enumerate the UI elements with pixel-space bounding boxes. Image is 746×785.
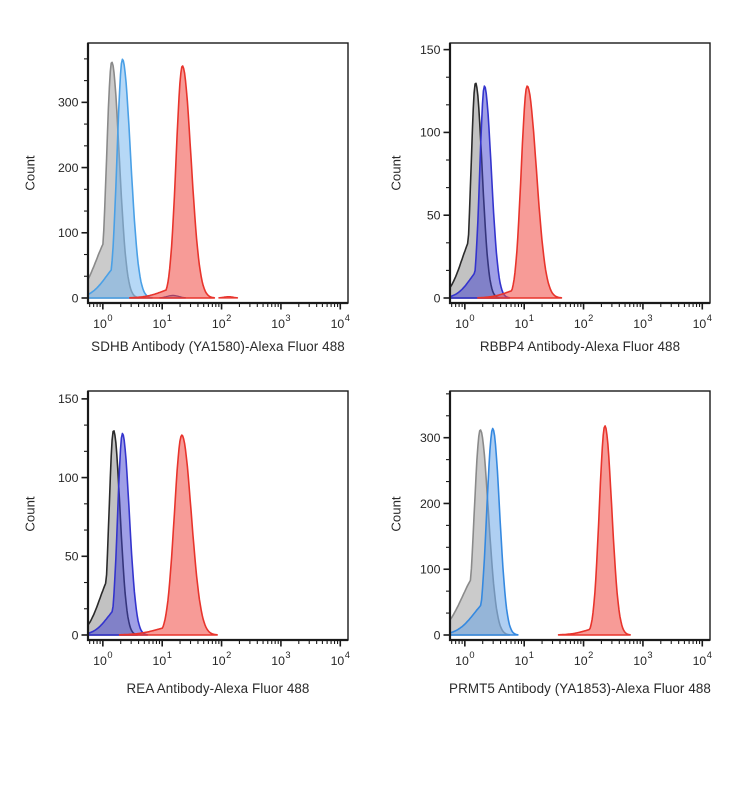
x-tick-label: 103 (271, 650, 290, 668)
x-tick-label: 104 (331, 650, 350, 668)
y-tick-label: 150 (58, 392, 79, 406)
y-tick-label: 50 (65, 550, 79, 564)
x-tick-label: 101 (153, 650, 172, 668)
x-axis-title-prmt5: PRMT5 Antibody (YA1853)-Alexa Fluor 488 (449, 681, 711, 696)
y-axis-title-sdhb: Count (22, 155, 38, 191)
y-tick-label: 100 (420, 126, 441, 140)
red-antibody-peak (129, 65, 216, 299)
x-tick-label: 100 (455, 650, 474, 668)
red-antibody-peak (118, 434, 218, 636)
blue-control-peak (88, 432, 149, 636)
histogram-plot-sdhb: 100 101 102 103 104 0 100 200 300 (58, 42, 350, 331)
x-tick-label: 103 (633, 313, 652, 331)
y-axis-title-rea: Count (22, 496, 38, 532)
x-tick-label: 103 (271, 313, 290, 331)
red-antibody-peak (477, 85, 563, 299)
axis-lines (86, 391, 348, 642)
y-tick-label: 0 (434, 628, 441, 642)
blue-control-peak (88, 58, 153, 299)
y-tick-label: 300 (420, 431, 441, 445)
x-tick-label: 104 (331, 313, 350, 331)
x-tick-label: 102 (574, 650, 593, 668)
x-axis-title-rbbp4: RBBP4 Antibody-Alexa Fluor 488 (479, 339, 681, 354)
axis-lines (448, 391, 710, 642)
y-tick-label: 0 (434, 291, 441, 305)
x-axis-title-sdhb: SDHB Antibody (YA1580)-Alexa Fluor 488 (91, 339, 345, 354)
y-tick-label: 100 (58, 226, 79, 240)
x-tick-label: 100 (93, 313, 112, 331)
axis-lines (86, 43, 348, 305)
x-tick-label: 102 (212, 650, 231, 668)
y-axis-title-rbbp4: Count (388, 155, 404, 191)
x-tick-label: 104 (693, 313, 712, 331)
histogram-plot-rbbp4: 100 101 102 103 104 0 50 100 150 (420, 42, 712, 331)
histogram-plot-prmt5: 100 101 102 103 104 0 100 200 300 (420, 390, 712, 668)
y-tick-label: 100 (58, 471, 79, 485)
x-tick-label: 100 (93, 650, 112, 668)
y-tick-label: 150 (420, 43, 441, 57)
histogram-plot-rea: 100 101 102 103 104 0 50 100 150 (58, 390, 350, 668)
x-tick-label: 101 (515, 313, 534, 331)
x-tick-label: 100 (455, 313, 474, 331)
x-tick-label: 104 (693, 650, 712, 668)
x-tick-label: 102 (212, 313, 231, 331)
y-tick-label: 200 (58, 161, 79, 175)
y-tick-label: 0 (72, 291, 79, 305)
y-tick-label: 50 (427, 209, 441, 223)
y-tick-label: 300 (58, 96, 79, 110)
blue-control-peak (450, 427, 519, 636)
x-axis-title-rea: REA Antibody-Alexa Fluor 488 (126, 681, 310, 696)
blue-control-peak (450, 85, 511, 299)
y-tick-label: 200 (420, 497, 441, 511)
red-antibody-peak (557, 425, 631, 636)
x-tick-label: 103 (633, 650, 652, 668)
y-tick-label: 100 (420, 563, 441, 577)
y-axis-title-prmt5: Count (388, 496, 404, 532)
x-tick-label: 102 (574, 313, 593, 331)
axis-lines (448, 43, 710, 305)
x-tick-label: 101 (515, 650, 534, 668)
baseline-red-blip (218, 296, 239, 299)
y-tick-label: 0 (72, 628, 79, 642)
x-tick-label: 101 (153, 313, 172, 331)
